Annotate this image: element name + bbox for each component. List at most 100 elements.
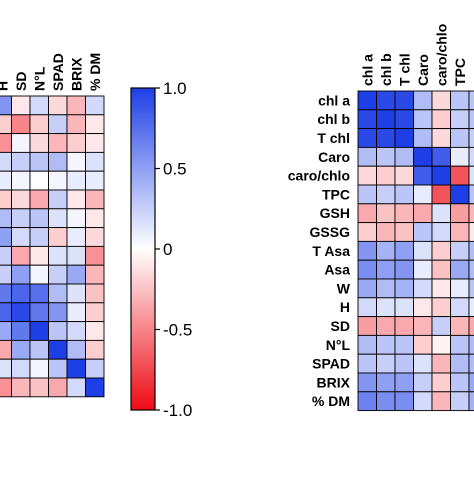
left-heatmap-cell	[85, 95, 105, 116]
left-heatmap-cell	[29, 151, 49, 172]
left-column-label: N°L	[31, 66, 47, 91]
right-heatmap-cell	[394, 203, 414, 224]
left-heatmap-cell	[0, 377, 12, 398]
right-heatmap-cell	[376, 165, 396, 186]
left-column-label: SPAD	[50, 53, 66, 91]
right-heatmap-cell	[431, 146, 451, 167]
left-heatmap-cell	[29, 95, 49, 116]
left-heatmap-cell	[29, 133, 49, 153]
right-heatmap-cell	[376, 372, 396, 393]
left-heatmap-cell	[85, 208, 105, 229]
left-heatmap-cell	[85, 264, 105, 285]
colorbar-tick-label: 1.0	[163, 79, 187, 98]
left-heatmap-cell	[11, 151, 31, 172]
left-heatmap-cell	[0, 114, 12, 135]
right-row-label: SD	[331, 318, 350, 334]
right-heatmap-cell	[394, 259, 414, 280]
left-heatmap-cell	[48, 151, 68, 172]
right-heatmap-cell	[431, 184, 451, 205]
left-heatmap-cell	[29, 170, 49, 191]
left-heatmap-cell	[48, 283, 68, 304]
right-row-label: GSH	[320, 205, 350, 221]
right-heatmap-cell	[357, 90, 377, 111]
left-heatmap-cell	[48, 189, 68, 210]
right-heatmap-cell	[450, 391, 470, 412]
colorbar-tick-label: 0	[163, 240, 172, 259]
left-heatmap-cell	[11, 189, 31, 210]
right-heatmap-cell	[376, 203, 396, 224]
right-heatmap-cell	[468, 353, 474, 374]
right-heatmap-cell	[376, 391, 396, 412]
right-column-label: TPC	[452, 58, 468, 86]
right-heatmap-cell	[468, 165, 474, 186]
right-heatmap-cell	[357, 297, 377, 318]
right-heatmap-cell	[357, 391, 377, 412]
right-heatmap-cell	[431, 353, 451, 374]
right-row-label: chl a	[318, 92, 350, 108]
right-heatmap-cell	[468, 334, 474, 355]
right-heatmap-cell	[376, 353, 396, 374]
right-heatmap-cell	[450, 297, 470, 318]
right-heatmap-cell	[431, 372, 451, 393]
left-heatmap-cell	[29, 189, 49, 210]
right-heatmap-cell	[357, 184, 377, 205]
right-heatmap-cell	[357, 128, 377, 148]
left-heatmap-cell	[48, 208, 68, 229]
left-heatmap-cell	[66, 208, 86, 229]
left-heatmap-cell	[85, 358, 105, 379]
right-heatmap-cell	[413, 297, 433, 318]
left-heatmap-cell	[66, 114, 86, 135]
right-heatmap-cell	[450, 316, 470, 336]
right-row-label: Caro	[318, 149, 350, 165]
left-heatmap-cell	[85, 302, 105, 323]
right-heatmap-cell	[357, 372, 377, 393]
right-heatmap-cell	[468, 146, 474, 167]
right-heatmap-cell	[357, 222, 377, 242]
right-heatmap-cell	[357, 146, 377, 167]
right-heatmap-cell	[357, 278, 377, 299]
left-heatmap-cell	[48, 264, 68, 285]
left-heatmap-cell	[11, 377, 31, 398]
right-heatmap-cell	[357, 203, 377, 224]
left-heatmap-cell	[11, 208, 31, 229]
left-heatmap-cell	[11, 264, 31, 285]
left-heatmap-cell	[0, 283, 12, 304]
left-heatmap-cell	[0, 339, 12, 360]
left-heatmap-cell	[11, 302, 31, 323]
left-heatmap-cell	[85, 189, 105, 210]
left-heatmap-cell	[66, 133, 86, 153]
right-heatmap-cell	[450, 353, 470, 374]
left-heatmap-cell	[66, 339, 86, 360]
left-heatmap-cell	[85, 283, 105, 304]
right-heatmap-cell	[450, 334, 470, 355]
right-heatmap-cell	[431, 278, 451, 299]
right-heatmap-cell	[394, 222, 414, 242]
right-heatmap-cell	[450, 222, 470, 242]
left-heatmap-cell	[29, 114, 49, 135]
right-row-label: Asa	[324, 262, 350, 278]
right-heatmap-cell	[413, 316, 433, 336]
left-heatmap-cell	[48, 321, 68, 341]
right-heatmap-cell	[431, 165, 451, 186]
right-heatmap-cell	[450, 90, 470, 111]
right-heatmap-cell	[431, 222, 451, 242]
left-heatmap-cell	[29, 227, 49, 247]
right-row-label: T chl	[317, 130, 350, 146]
right-heatmap-cell	[413, 259, 433, 280]
right-row-label: GSSG	[310, 224, 351, 240]
left-heatmap-cell	[11, 170, 31, 191]
left-heatmap-cell	[0, 321, 12, 341]
left-heatmap-cell	[85, 321, 105, 341]
left-heatmap-cell	[29, 264, 49, 285]
left-heatmap-cell	[11, 95, 31, 116]
right-heatmap-cell	[450, 146, 470, 167]
right-heatmap-cell	[450, 165, 470, 186]
right-heatmap-cell	[376, 222, 396, 242]
right-heatmap-cell	[450, 128, 470, 148]
left-heatmap-cell	[66, 95, 86, 116]
right-heatmap-cell	[413, 353, 433, 374]
right-heatmap-cell	[468, 203, 474, 224]
left-heatmap-cell	[0, 264, 12, 285]
